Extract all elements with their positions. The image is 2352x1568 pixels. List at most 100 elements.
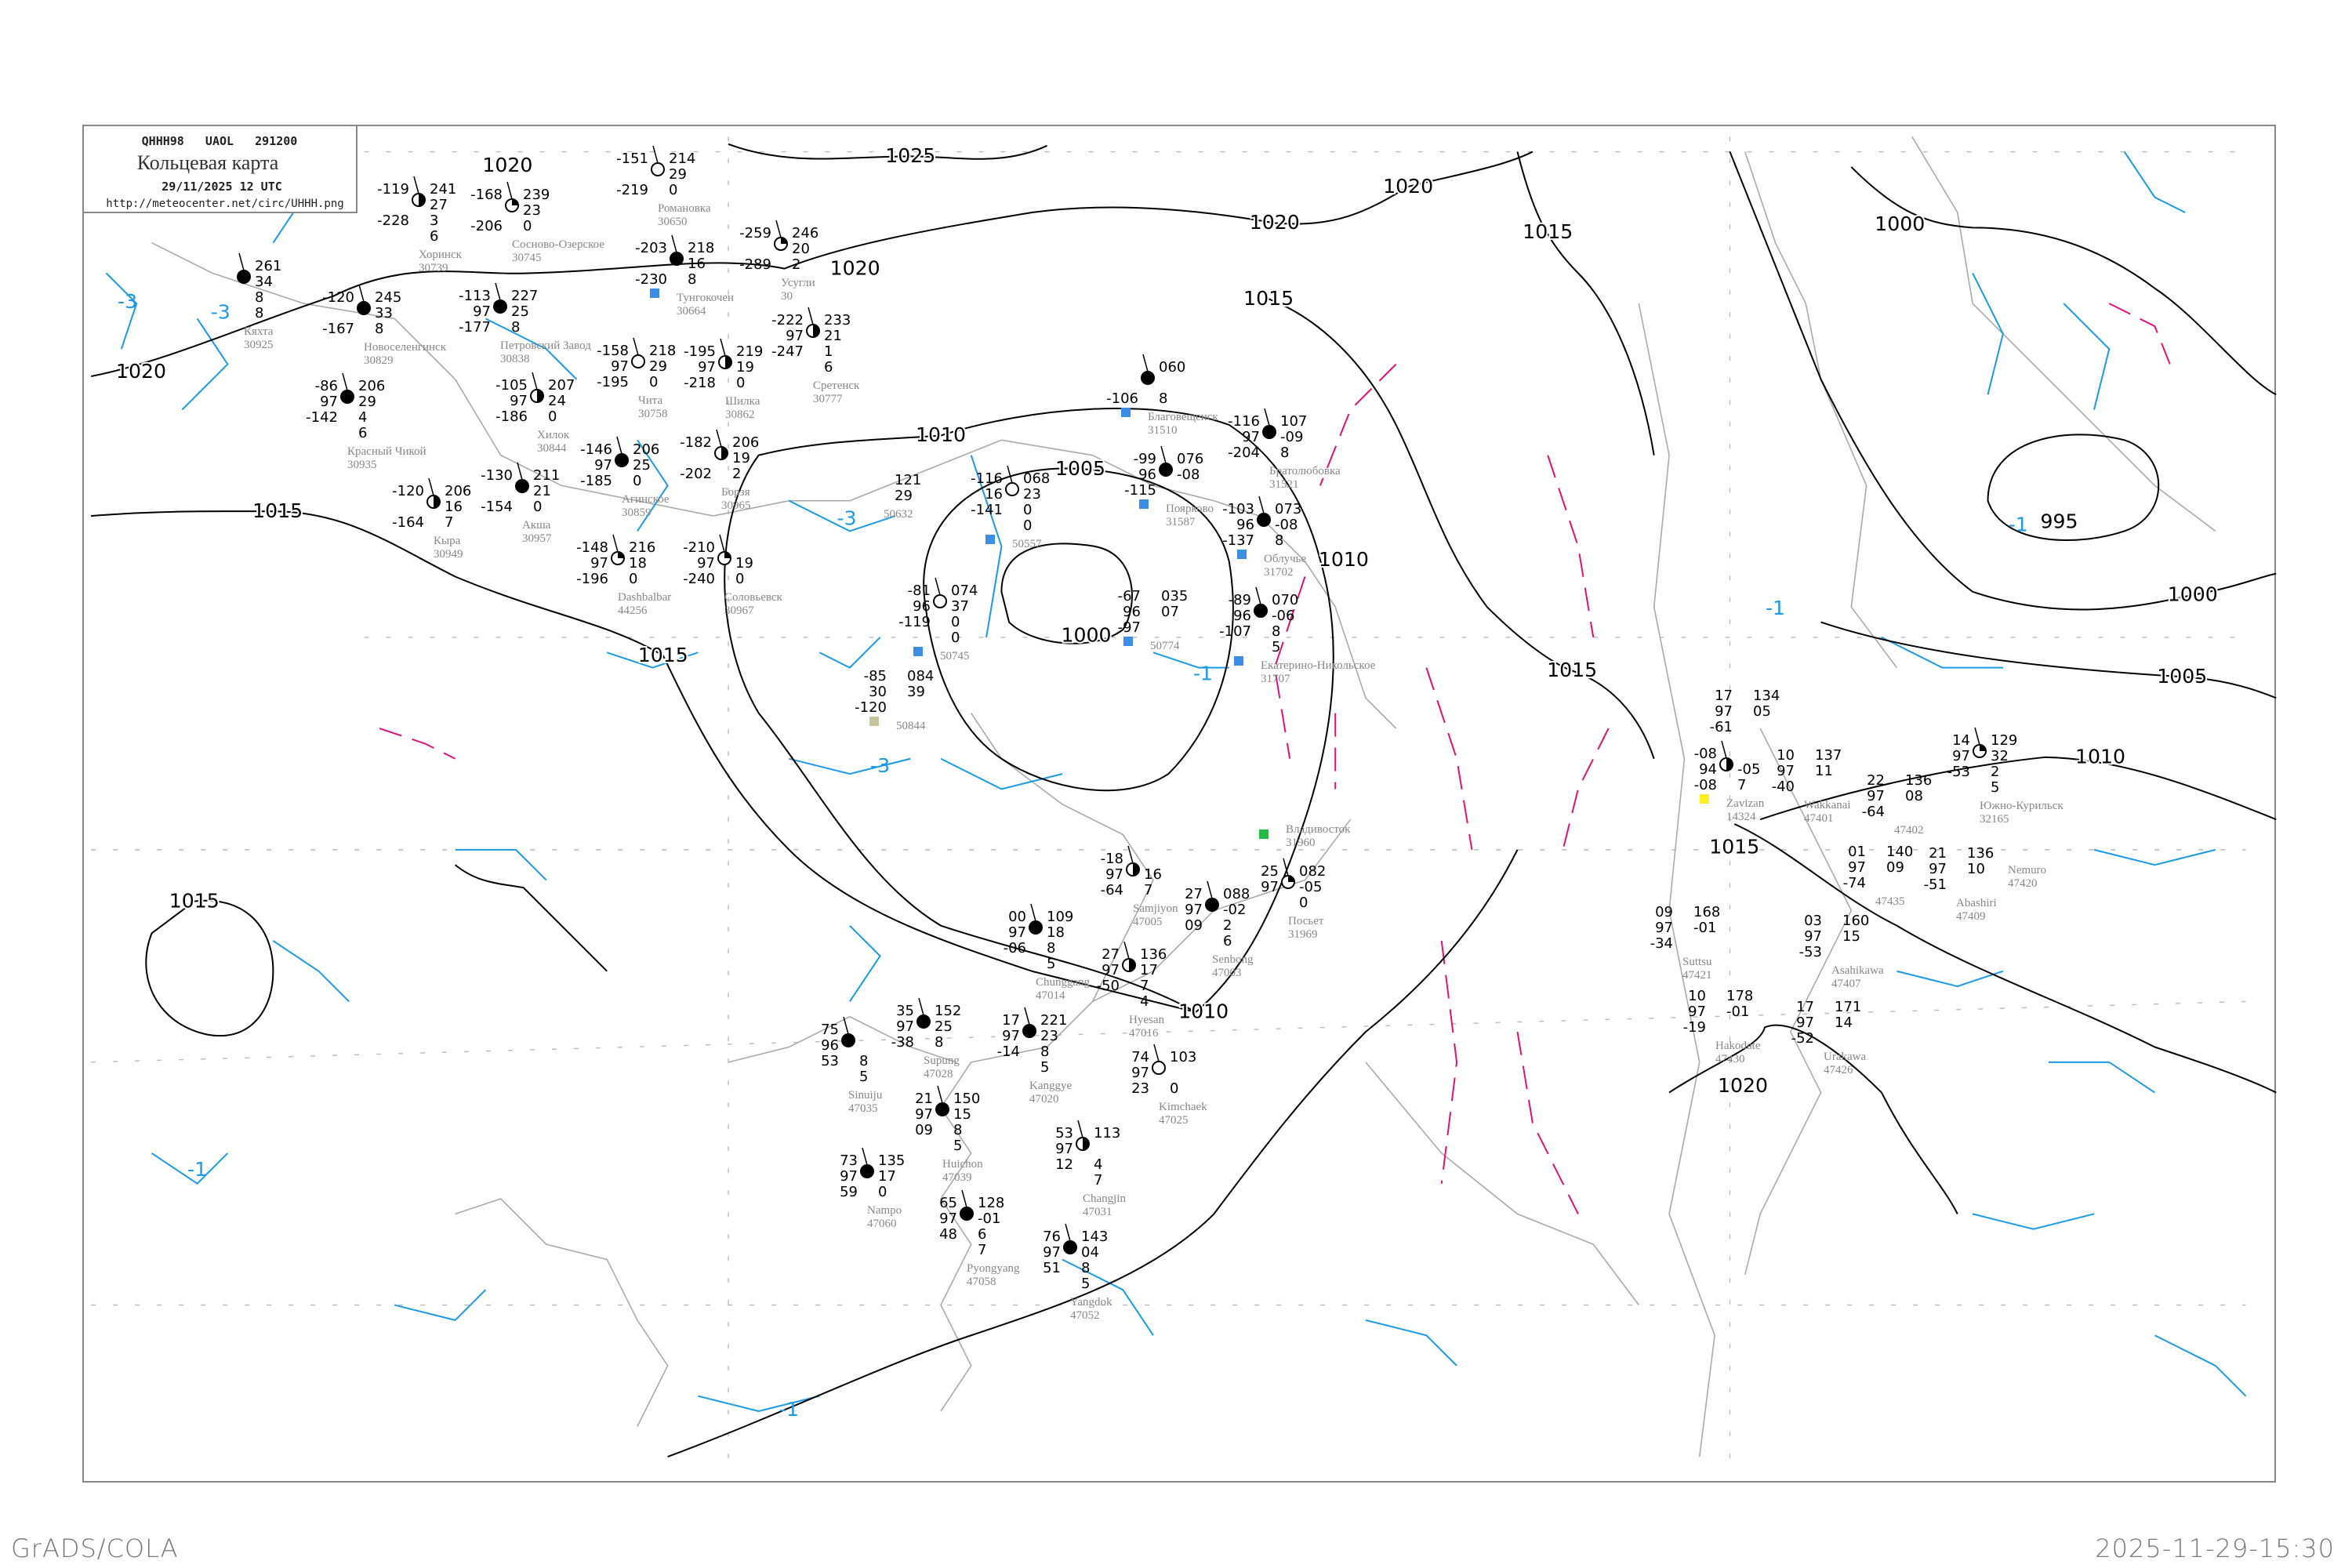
wind-barb-icon <box>935 577 941 596</box>
station-value: -177 <box>459 319 491 336</box>
station-value: 29 <box>649 358 667 375</box>
station-value: 070 <box>1272 592 1298 608</box>
station-value: 8 <box>1280 445 1289 461</box>
station-value: -05 <box>1737 761 1760 778</box>
station-value: 5 <box>859 1069 868 1085</box>
map-title: Кольцевая карта <box>137 151 279 174</box>
station-value: -89 <box>1229 592 1251 608</box>
station-name: Новоселенгинск <box>364 341 447 354</box>
station-value: 227 <box>511 288 538 304</box>
cloud-cover-icon <box>1257 513 1271 527</box>
station-value: 073 <box>1275 501 1301 517</box>
station-value: 4 <box>1140 993 1149 1010</box>
wind-barb-icon <box>1127 845 1134 864</box>
station-value: 103 <box>1170 1049 1196 1065</box>
station-value: 7 <box>445 514 453 531</box>
station-value: 97 <box>896 1018 914 1035</box>
station-value: 97 <box>1929 861 1947 877</box>
station-value: 8 <box>255 305 263 321</box>
station-name: Шилка <box>725 395 760 408</box>
station-name: Hyesan <box>1129 1014 1164 1026</box>
station-value: 19 <box>735 555 753 572</box>
station-index: 47005 <box>1133 916 1163 928</box>
station-value: -204 <box>1228 445 1260 461</box>
station-value: 8 <box>1159 390 1167 407</box>
station-value: 8 <box>511 319 520 336</box>
station-value: 5 <box>1991 779 1999 796</box>
station-value: -120 <box>855 699 887 716</box>
station-value: 97 <box>698 359 716 376</box>
station-value: 18 <box>629 555 647 572</box>
station-value: 21 <box>533 483 551 499</box>
cloud-cover-icon <box>493 299 507 314</box>
station-value: 16 <box>985 486 1003 503</box>
station-value: -67 <box>1118 588 1141 604</box>
station-value: 17 <box>1140 962 1158 978</box>
station-value: 171 <box>1835 999 1861 1015</box>
station-value: 94 <box>1699 761 1717 778</box>
wind-barb-icon <box>1153 1044 1160 1062</box>
station-value: -113 <box>459 288 491 304</box>
station-value: -107 <box>1219 623 1251 640</box>
source-url[interactable]: http://meteocenter.net/circ/UHHH.png <box>106 198 343 210</box>
station-value: -289 <box>739 256 771 273</box>
cloud-cover-quarter-icon <box>781 238 787 244</box>
